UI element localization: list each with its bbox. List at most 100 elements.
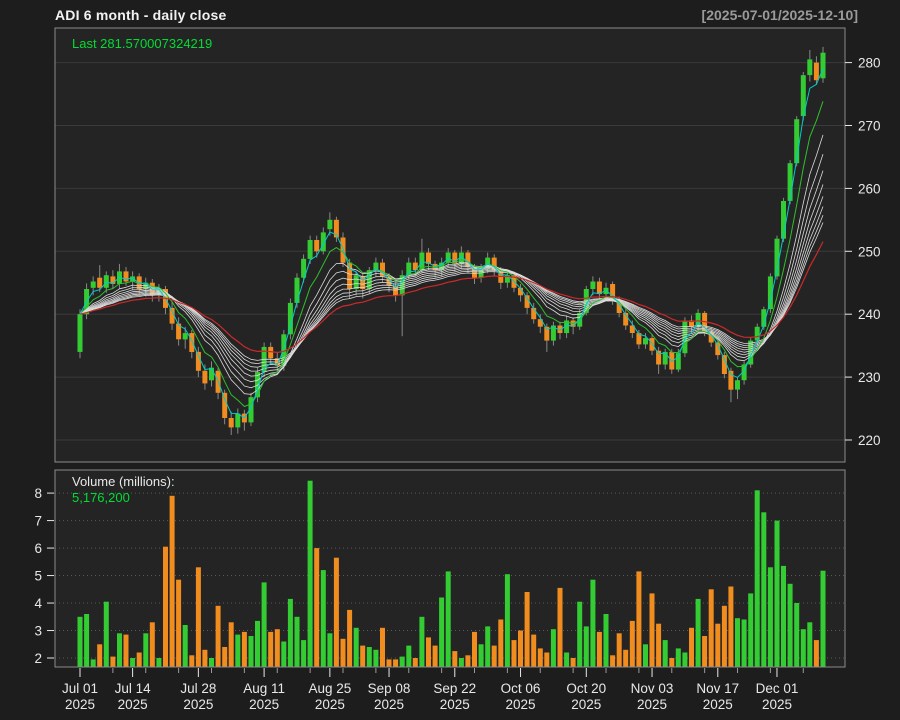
candle-body <box>195 351 201 371</box>
candle-body <box>767 276 773 310</box>
volume-bar <box>596 631 602 667</box>
candle-body <box>287 302 293 335</box>
candle-body <box>97 277 103 288</box>
candle-body <box>353 275 359 289</box>
candle-body <box>741 364 747 381</box>
volume-bar <box>281 641 287 667</box>
volume-bar <box>767 567 773 667</box>
volume-bar <box>333 557 339 667</box>
date-axis-year: 2025 <box>762 697 792 712</box>
candle-body <box>761 309 767 327</box>
volume-bar <box>406 645 412 667</box>
candle-body <box>360 276 366 289</box>
candle-body <box>531 307 537 320</box>
volume-bar <box>498 619 504 667</box>
date-axis-label: Nov 17 <box>696 681 739 696</box>
volume-bar <box>143 633 149 667</box>
volume-bar <box>813 640 819 667</box>
volume-bar <box>274 629 280 667</box>
candle-body <box>695 312 701 327</box>
date-axis-label: Aug 25 <box>308 681 351 696</box>
volume-bar <box>682 652 688 667</box>
candle-body <box>314 240 320 252</box>
volume-bar <box>478 644 484 667</box>
volume-bar <box>669 658 675 667</box>
candle-body <box>320 232 326 252</box>
volume-bar <box>735 618 740 667</box>
volume-bar <box>695 598 701 667</box>
volume-bar <box>235 634 241 667</box>
volume-bar <box>353 627 359 667</box>
volume-bar <box>366 647 372 667</box>
candle-body <box>794 119 800 164</box>
volume-bar <box>748 593 754 667</box>
candle-body <box>754 326 760 341</box>
volume-bar <box>504 574 510 667</box>
volume-bar <box>728 586 734 667</box>
volume-bar <box>511 640 517 667</box>
candle-body <box>774 238 780 277</box>
date-axis-year: 2025 <box>571 697 601 712</box>
candle-body <box>491 257 497 271</box>
volume-bar <box>557 587 563 667</box>
candle-body <box>787 163 793 201</box>
volume-bar <box>564 652 570 667</box>
chart-title: ADI 6 month - daily close <box>55 7 227 23</box>
candle-body <box>386 276 392 286</box>
candle-body <box>202 370 208 384</box>
candle-body <box>77 314 83 352</box>
volume-bar <box>787 583 793 667</box>
volume-bar <box>741 619 747 667</box>
volume-bar <box>636 571 642 667</box>
date-axis-year: 2025 <box>703 697 733 712</box>
panel-backgrounds <box>55 28 845 667</box>
date-axis-year: 2025 <box>65 697 95 712</box>
volume-bar <box>386 659 392 667</box>
candle-body <box>347 262 353 289</box>
volume-bar <box>524 592 530 667</box>
volume-bar <box>590 579 596 667</box>
volume-bar <box>472 631 477 667</box>
candle-body <box>143 282 149 289</box>
candle-body <box>550 325 556 341</box>
candle-body <box>636 333 642 345</box>
date-axis-year: 2025 <box>249 697 279 712</box>
date-axis-year: 2025 <box>315 697 345 712</box>
candle-body <box>820 52 826 79</box>
candle-body <box>735 380 740 390</box>
volume-bar <box>380 627 385 667</box>
candle-body <box>380 262 385 277</box>
candle-body <box>393 285 399 296</box>
candle-body <box>301 258 307 278</box>
volume-bar <box>176 579 182 667</box>
candle-body <box>590 281 596 289</box>
candle-body <box>564 320 570 334</box>
candle-body <box>702 312 708 332</box>
candle-body <box>518 287 523 296</box>
volume-bar <box>820 570 826 667</box>
date-axis-label: Oct 06 <box>501 681 541 696</box>
volume-bar <box>117 633 122 667</box>
candle-body <box>176 323 182 340</box>
date-axis-label: Aug 11 <box>243 681 285 696</box>
candle-body <box>373 262 379 271</box>
candle-body <box>656 350 662 365</box>
volume-bar <box>452 651 458 667</box>
candle-body <box>728 370 734 390</box>
last-price-label: Last 281.570007324219 <box>72 36 213 51</box>
candle-body <box>452 252 458 264</box>
candle-body <box>445 252 451 263</box>
candle-body <box>675 353 681 370</box>
volume-bar <box>163 546 168 667</box>
volume-bar <box>399 656 405 667</box>
volume-bar <box>97 644 103 667</box>
candle-body <box>524 295 530 308</box>
candle-body <box>649 338 655 351</box>
volume-bar <box>294 616 300 667</box>
panel-borders <box>54 27 846 668</box>
candle-body <box>412 262 418 271</box>
volume-bar <box>689 627 694 667</box>
candle-body <box>800 75 806 117</box>
